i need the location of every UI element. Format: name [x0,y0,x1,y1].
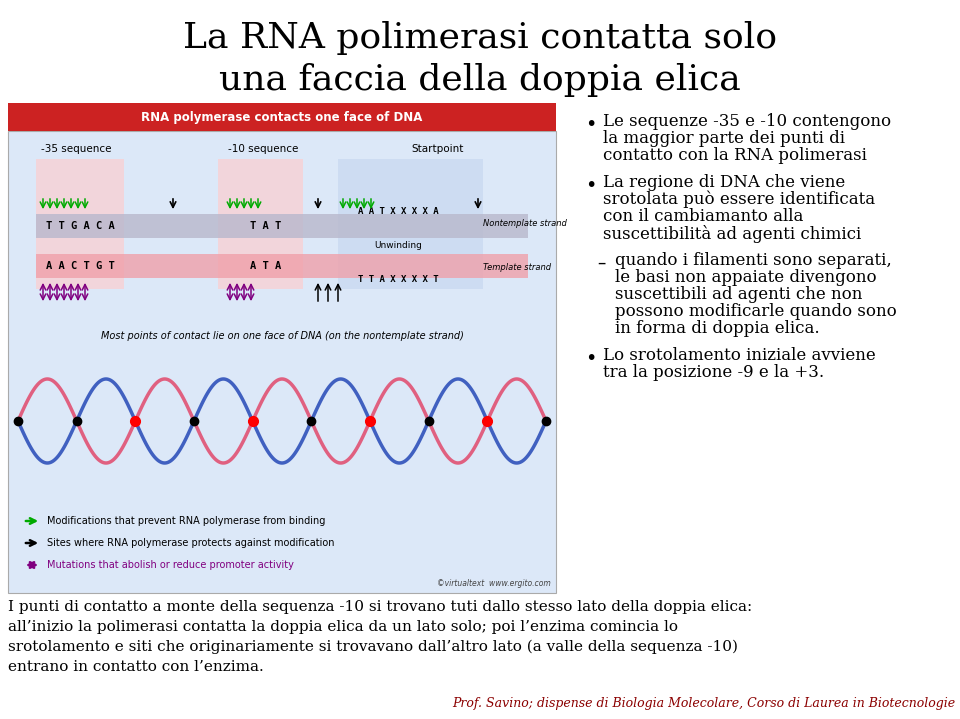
Text: ©virtualtext  www.ergito.com: ©virtualtext www.ergito.com [437,579,551,588]
Text: Prof. Savino; dispense di Biologia Molecolare, Corso di Laurea in Biotecnologie: Prof. Savino; dispense di Biologia Molec… [452,697,955,710]
Text: Most points of contact lie on one face of DNA (on the nontemplate strand): Most points of contact lie on one face o… [101,331,464,341]
Text: Lo srotolamento iniziale avviene: Lo srotolamento iniziale avviene [603,347,876,364]
Text: quando i filamenti sono separati,: quando i filamenti sono separati, [615,252,892,269]
Text: Nontemplate strand: Nontemplate strand [483,219,566,229]
Bar [338,159,483,289]
Text: -35 sequence: -35 sequence [40,144,111,154]
Text: suscettibili ad agenti che non: suscettibili ad agenti che non [615,286,862,303]
Text: suscettibilità ad agenti chimici: suscettibilità ad agenti chimici [603,225,861,243]
Text: le basi non appaiate divengono: le basi non appaiate divengono [615,269,876,286]
Text: srotolamento e siti che originariamente si trovavano dall’altro lato (a valle de: srotolamento e siti che originariamente … [8,640,738,654]
Bar [36,214,528,238]
Text: srotolata può essere identificata: srotolata può essere identificata [603,191,876,209]
Text: I punti di contatto a monte della sequenza -10 si trovano tuti dallo stesso lato: I punti di contatto a monte della sequen… [8,600,753,614]
Text: La RNA polimerasi contatta solo: La RNA polimerasi contatta solo [183,21,777,55]
Text: Unwinding: Unwinding [374,242,422,250]
Text: RNA polymerase contacts one face of DNA: RNA polymerase contacts one face of DNA [141,111,422,124]
Text: •: • [585,349,596,368]
Text: con il cambiamanto alla: con il cambiamanto alla [603,208,804,225]
Text: contatto con la RNA polimerasi: contatto con la RNA polimerasi [603,147,867,164]
Text: •: • [585,176,596,195]
Text: T T G A C A: T T G A C A [46,221,114,231]
Text: Sites where RNA polymerase protects against modification: Sites where RNA polymerase protects agai… [47,538,334,548]
Text: una faccia della doppia elica: una faccia della doppia elica [219,63,741,97]
Text: Template strand: Template strand [483,263,551,273]
Text: A A T X X X X A: A A T X X X X A [358,208,439,216]
Text: •: • [585,115,596,134]
Text: T T A X X X X T: T T A X X X X T [358,275,439,285]
Text: tra la posizione -9 e la +3.: tra la posizione -9 e la +3. [603,364,824,381]
Text: all’inizio la polimerasi contatta la doppia elica da un lato solo; poi l’enzima : all’inizio la polimerasi contatta la dop… [8,620,678,634]
Bar [36,159,124,289]
Text: La regione di DNA che viene: La regione di DNA che viene [603,174,845,191]
Bar [218,159,303,289]
Bar [8,103,556,131]
Text: –: – [597,254,606,272]
Text: in forma di doppia elica.: in forma di doppia elica. [615,320,820,337]
Text: Le sequenze -35 e -10 contengono: Le sequenze -35 e -10 contengono [603,113,891,130]
Bar [8,131,556,593]
Text: possono modificarle quando sono: possono modificarle quando sono [615,303,897,320]
Text: entrano in contatto con l’enzima.: entrano in contatto con l’enzima. [8,660,264,674]
Bar [36,254,528,278]
Text: T A T: T A T [251,221,281,231]
Text: la maggior parte dei punti di: la maggior parte dei punti di [603,130,845,147]
Text: Modifications that prevent RNA polymerase from binding: Modifications that prevent RNA polymeras… [47,516,325,526]
Text: A A C T G T: A A C T G T [46,261,114,271]
Text: -10 sequence: -10 sequence [228,144,299,154]
Text: Startpoint: Startpoint [412,144,465,154]
Text: Mutations that abolish or reduce promoter activity: Mutations that abolish or reduce promote… [47,560,294,570]
Text: A T A: A T A [251,261,281,271]
